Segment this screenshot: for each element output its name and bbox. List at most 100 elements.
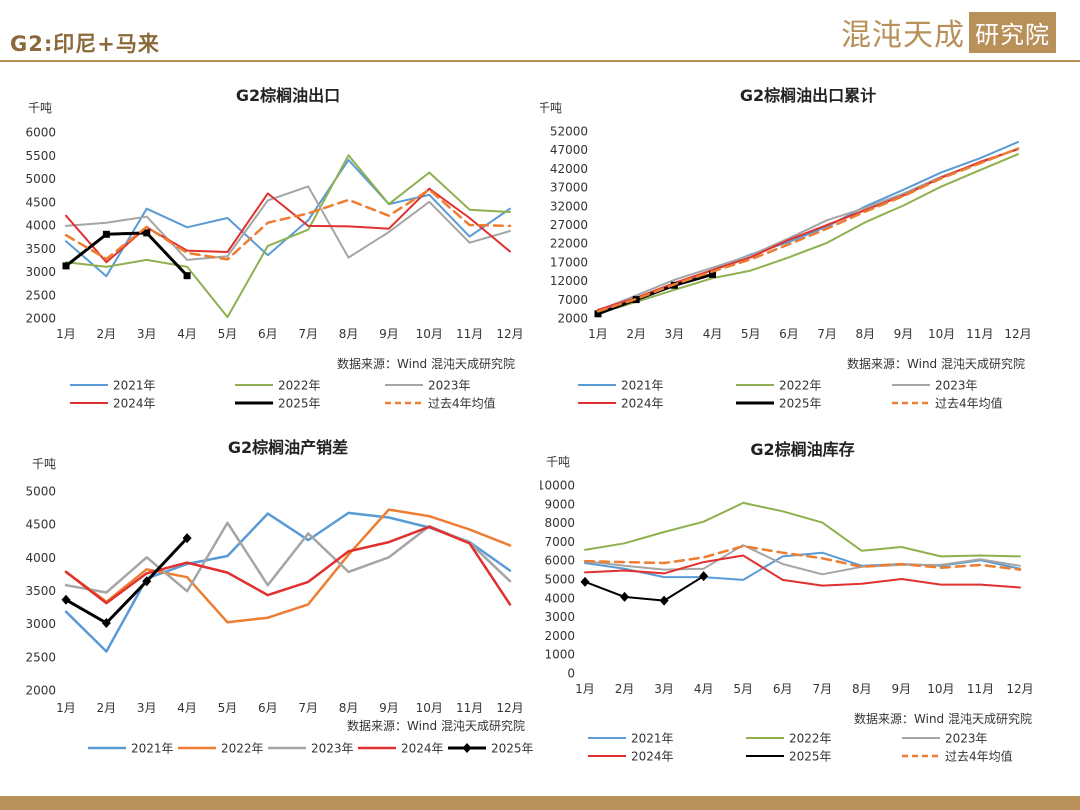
source-note: 数据来源：Wind 混沌天成研究院	[854, 711, 1032, 726]
legend-item: 过去4年均值	[902, 749, 1013, 764]
legend-label: 2022年	[789, 732, 832, 746]
y-tick-label: 4000	[544, 591, 575, 605]
legend-label: 2025年	[278, 397, 321, 411]
legend-label: 2025年	[779, 397, 822, 411]
x-tick-label: 2月	[626, 327, 646, 341]
y-axis-unit: 千吨	[28, 101, 52, 115]
y-tick-label: 6000	[544, 554, 575, 568]
y-tick-label: 3000	[25, 265, 56, 279]
x-tick-label: 9月	[894, 327, 914, 341]
page-title: G2:印尼+马来	[10, 32, 160, 56]
y-tick-label: 5000	[544, 573, 575, 587]
x-tick-label: 7月	[812, 682, 832, 696]
legend-marker	[462, 743, 472, 753]
y-tick-label: 4000	[25, 219, 56, 233]
chart-production-sales-gap: G2棕榈油产销差 千吨 5000 4500 4000 3500 3000 2500 2000 1月…	[0, 425, 540, 795]
series-line-2024年	[584, 554, 1021, 589]
x-tick-label: 7月	[298, 701, 318, 715]
y-tick-label: 2000	[557, 312, 588, 326]
data-point-2025年	[62, 262, 70, 270]
data-point-2025年	[659, 595, 669, 606]
x-tick-label: 4月	[694, 682, 714, 696]
y-tick-label: 2000	[544, 629, 575, 643]
y-tick-label: 3000	[544, 610, 575, 624]
y-tick-label: 2500	[25, 288, 56, 302]
x-tick-label: 11月	[456, 701, 483, 715]
chart-title: G2棕榈油库存	[750, 440, 854, 459]
x-tick-label: 6月	[773, 682, 793, 696]
data-point-2025年	[699, 571, 709, 582]
chart-export: G2棕榈油出口 千吨 6000 5500 5000 4500 4000 3500 3000 250…	[0, 70, 540, 415]
series-line-2025年	[584, 575, 705, 602]
series-line-2022年	[64, 508, 512, 624]
x-tick-label: 8月	[852, 682, 872, 696]
x-tick-label: 5月	[218, 701, 238, 715]
x-tick-label: 3月	[137, 701, 157, 715]
x-tick-label: 3月	[665, 327, 685, 341]
legend-item: 2021年	[88, 742, 174, 756]
x-tick-label: 10月	[416, 327, 443, 341]
series-line-2023年	[65, 185, 511, 261]
y-axis-unit: 千吨	[546, 455, 570, 469]
y-tick-label: 32000	[550, 199, 588, 213]
data-point-2025年	[182, 533, 192, 544]
y-tick-label: 3500	[25, 584, 56, 598]
chart-title: G2棕榈油产销差	[228, 438, 348, 457]
y-tick-label: 17000	[550, 255, 588, 269]
y-tick-label: 9000	[544, 497, 575, 511]
data-point-2025年	[102, 230, 110, 238]
x-tick-label: 4月	[177, 701, 197, 715]
legend-label: 2021年	[621, 379, 664, 393]
legend-label: 2023年	[935, 379, 978, 393]
y-tick-label: 4000	[25, 551, 56, 565]
legend-item: 2025年	[736, 397, 822, 411]
data-point-2025年	[183, 272, 191, 280]
legend-item: 2024年	[588, 750, 674, 764]
x-tick-label: 9月	[379, 327, 399, 341]
x-tick-label: 12月	[1004, 327, 1031, 341]
legend-item: 2021年	[578, 379, 664, 393]
y-tick-label: 2500	[25, 650, 56, 664]
x-tick-label: 5月	[218, 327, 238, 341]
legend-item: 2021年	[70, 379, 156, 393]
legend-item: 2022年	[746, 732, 832, 746]
y-tick-label: 5000	[25, 485, 56, 499]
x-tick-label: 2月	[97, 327, 117, 341]
series-line-2025年	[64, 231, 189, 278]
chart-svg-stock: G2棕榈油库存千吨1000090008000700060005000400030…	[540, 440, 1034, 764]
series-line-过去4年均值	[596, 147, 1020, 313]
legend-item: 2022年	[178, 742, 264, 756]
x-tick-label: 6月	[258, 327, 278, 341]
legend-label: 2024年	[621, 397, 664, 411]
y-tick-label: 4500	[25, 195, 56, 209]
legend-label: 2024年	[113, 397, 156, 411]
series-line-2025年	[596, 272, 714, 316]
legend-label: 过去4年均值	[935, 396, 1003, 411]
y-tick-label: 1000	[544, 648, 575, 662]
source-note: 数据来源：Wind 混沌天成研究院	[337, 356, 515, 371]
x-tick-label: 10月	[416, 701, 443, 715]
data-point-2025年	[580, 576, 590, 587]
source-note: 数据来源：Wind 混沌天成研究院	[847, 356, 1025, 371]
y-tick-label: 22000	[550, 237, 588, 251]
legend-item: 2025年	[448, 742, 534, 756]
y-tick-label: 2000	[25, 684, 56, 698]
y-axis-unit: 千吨	[32, 457, 56, 471]
y-tick-label: 10000	[540, 479, 575, 493]
data-point-2025年	[61, 594, 71, 605]
x-tick-label: 3月	[137, 327, 157, 341]
x-tick-label: 12月	[496, 701, 523, 715]
data-point-2025年	[620, 591, 630, 602]
brand-logo: 混沌天成 研究院	[841, 10, 1056, 54]
x-tick-label: 4月	[177, 327, 197, 341]
series-line-2022年	[584, 501, 1021, 558]
x-tick-label: 11月	[456, 327, 483, 341]
legend-label: 2021年	[631, 732, 674, 746]
x-tick-label: 6月	[779, 327, 799, 341]
legend-item: 过去4年均值	[385, 396, 496, 411]
legend-label: 2024年	[401, 742, 444, 756]
y-tick-label: 7000	[544, 535, 575, 549]
legend-label: 2023年	[428, 379, 471, 393]
x-tick-label: 8月	[855, 327, 875, 341]
